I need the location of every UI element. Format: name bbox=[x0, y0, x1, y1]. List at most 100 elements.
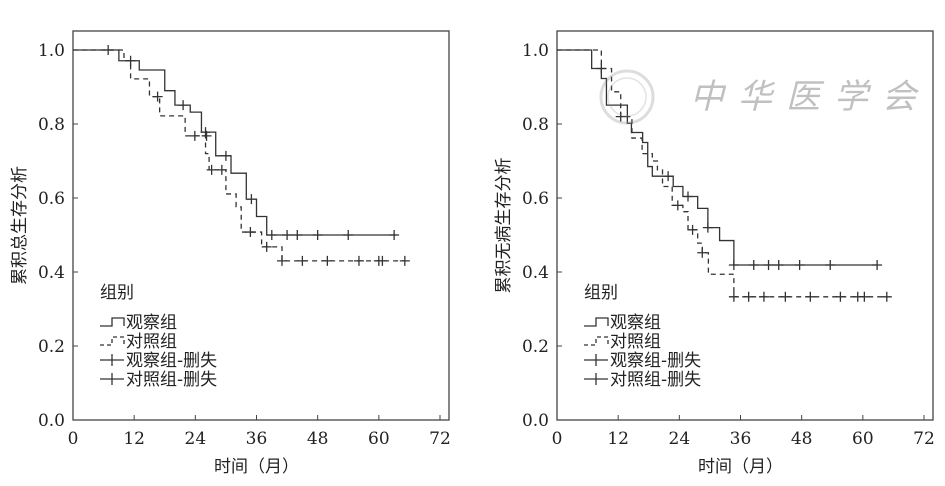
x-tick-label: 0 bbox=[68, 429, 79, 449]
observation-group-curve bbox=[73, 49, 397, 236]
legend-solid-line-icon bbox=[100, 317, 125, 327]
censor-mark bbox=[805, 291, 816, 302]
censor-mark bbox=[246, 194, 257, 205]
censor-mark bbox=[687, 224, 698, 235]
censor-mark bbox=[312, 230, 323, 240]
legend-title: 组别 bbox=[100, 283, 134, 303]
censor-mark bbox=[763, 259, 774, 270]
x-tick-label: 60 bbox=[852, 429, 874, 449]
censor-mark bbox=[189, 130, 200, 141]
y-tick-label: 0.2 bbox=[522, 337, 549, 357]
y-tick-label: 0.6 bbox=[522, 189, 549, 209]
censor-mark bbox=[261, 241, 272, 252]
legend-dashed-line-icon bbox=[584, 336, 609, 346]
x-tick-label: 48 bbox=[307, 429, 329, 449]
censor-mark bbox=[125, 55, 136, 66]
x-tick-label: 12 bbox=[123, 429, 145, 449]
censor-mark bbox=[206, 164, 217, 175]
legend-title: 组别 bbox=[584, 283, 618, 303]
x-tick-label: 72 bbox=[913, 429, 935, 449]
censor-mark bbox=[672, 200, 683, 211]
legend-item-label: 对照组-删失 bbox=[610, 370, 701, 390]
censor-mark bbox=[697, 247, 708, 258]
y-tick-label: 0.8 bbox=[38, 115, 65, 135]
y-axis-label: 累积无病生存分析 bbox=[494, 158, 514, 294]
censor-mark bbox=[872, 259, 883, 270]
x-tick-label: 48 bbox=[791, 429, 813, 449]
censor-mark bbox=[835, 291, 846, 302]
y-tick-label: 0.2 bbox=[38, 337, 65, 357]
plot-frame bbox=[72, 30, 450, 421]
x-tick-label: 24 bbox=[669, 429, 691, 449]
x-axis-label: 时间（月） bbox=[698, 457, 783, 477]
y-axis-label: 累积总生存分析 bbox=[10, 166, 30, 285]
y-tick-label: 1.0 bbox=[38, 41, 65, 61]
legend-item-label: 观察组-删失 bbox=[610, 351, 701, 371]
censor-mark bbox=[399, 255, 410, 266]
censor-mark bbox=[728, 291, 739, 302]
censor-mark bbox=[201, 130, 212, 141]
censor-mark bbox=[343, 230, 354, 240]
censor-mark bbox=[743, 291, 754, 302]
y-tick-label: 0.8 bbox=[522, 115, 549, 135]
y-tick-label: 0.0 bbox=[522, 411, 549, 431]
legend-censor-icon bbox=[584, 373, 608, 385]
svg-text:中华医学会: 中华医学会 bbox=[690, 77, 930, 117]
legend-item-label: 对照组-删失 bbox=[126, 370, 217, 390]
censor-mark bbox=[702, 222, 713, 233]
y-tick-label: 0.4 bbox=[38, 263, 65, 283]
censor-mark bbox=[322, 255, 333, 266]
censor-mark bbox=[663, 171, 674, 182]
censor-mark bbox=[682, 191, 693, 202]
plot-frame bbox=[556, 30, 934, 421]
legend-censor-icon bbox=[100, 354, 124, 366]
censor-mark bbox=[377, 255, 388, 266]
censor-mark bbox=[276, 255, 287, 266]
censor-mark bbox=[881, 291, 892, 302]
x-axis-label: 时间（月） bbox=[214, 457, 299, 477]
disease-free-survival-chart: 0 12 24 36 48 60 72 0.0 0.2 0.4 0.6 0.8 1.0 时间（月） 累积无病… bbox=[494, 30, 935, 477]
censor-mark bbox=[748, 259, 759, 270]
censor-mark bbox=[353, 255, 364, 266]
legend-censor-icon bbox=[584, 354, 608, 366]
censor-mark bbox=[780, 291, 791, 302]
y-tick-label: 0.0 bbox=[38, 411, 65, 431]
x-tick-label: 24 bbox=[185, 429, 207, 449]
censor-mark bbox=[152, 91, 163, 102]
censor-mark bbox=[794, 259, 805, 270]
legend-dashed-line-icon bbox=[100, 336, 125, 346]
x-tick-label: 12 bbox=[607, 429, 629, 449]
legend-solid-line-icon bbox=[584, 317, 609, 327]
legend-item-label: 对照组 bbox=[610, 332, 661, 352]
overall-survival-chart: 0 12 24 36 48 60 72 0.0 0.2 0.4 0.6 0.8 1.0 时间（月） 累积总生… bbox=[10, 30, 451, 477]
legend-item-label: 观察组-删失 bbox=[126, 351, 217, 371]
censor-mark bbox=[859, 291, 870, 302]
x-tick-label: 36 bbox=[730, 429, 752, 449]
control-group-curve bbox=[73, 49, 405, 262]
censor-mark bbox=[245, 227, 256, 238]
watermark-logo: 中华医学会 bbox=[599, 69, 930, 125]
censor-mark bbox=[389, 230, 400, 240]
censor-mark bbox=[266, 230, 277, 240]
y-tick-label: 0.6 bbox=[38, 189, 65, 209]
legend-item-label: 观察组 bbox=[610, 313, 661, 333]
x-tick-label: 72 bbox=[429, 429, 451, 449]
legend-item-label: 对照组 bbox=[126, 332, 177, 352]
legend-censor-icon bbox=[100, 373, 124, 385]
x-tick-label: 36 bbox=[246, 429, 268, 449]
censor-mark bbox=[615, 111, 626, 122]
censor-mark bbox=[220, 150, 231, 161]
censor-mark bbox=[292, 230, 303, 240]
legend-item-label: 观察组 bbox=[126, 313, 177, 333]
y-tick-label: 1.0 bbox=[522, 41, 549, 61]
censor-mark bbox=[825, 259, 836, 270]
censor-mark bbox=[297, 255, 308, 266]
censor-mark bbox=[282, 230, 293, 240]
censor-mark bbox=[773, 259, 784, 270]
x-tick-label: 60 bbox=[368, 429, 390, 449]
censor-mark bbox=[216, 164, 227, 175]
censor-mark bbox=[758, 291, 769, 302]
y-tick-label: 0.4 bbox=[522, 263, 549, 283]
censor-mark bbox=[178, 100, 189, 111]
